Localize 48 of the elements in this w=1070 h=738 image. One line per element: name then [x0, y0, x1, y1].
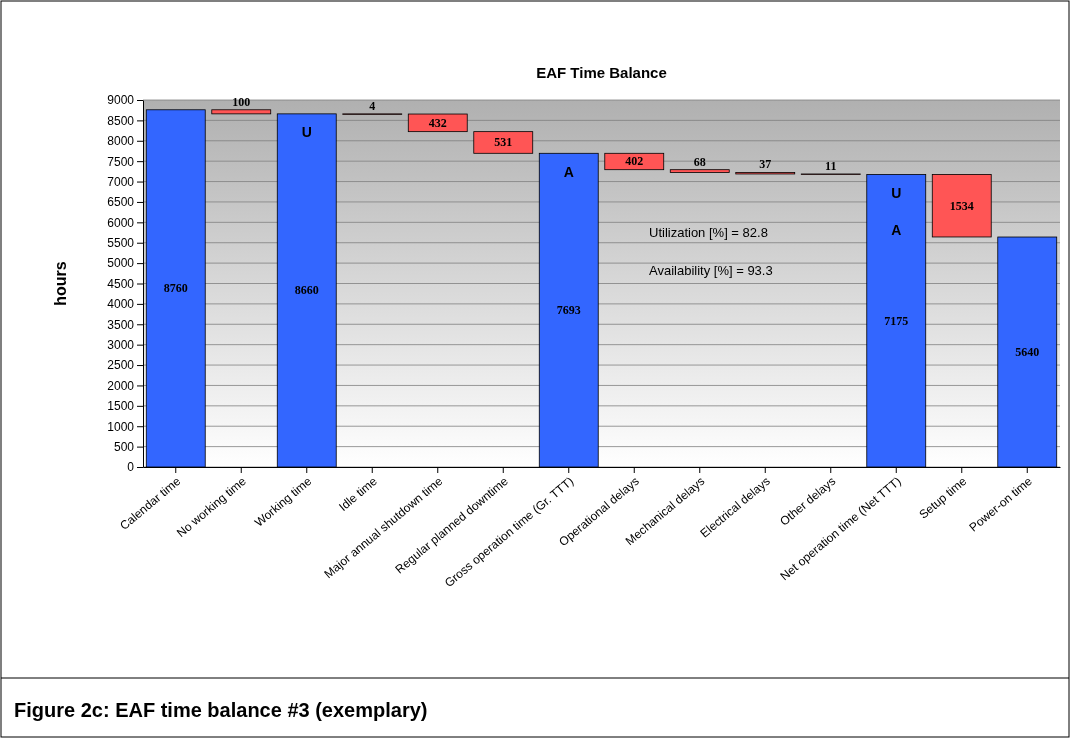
annotation: Availability [%] = 93.3: [649, 263, 773, 278]
y-tick-label: 2500: [107, 358, 135, 373]
y-tick-label: 4500: [107, 276, 135, 291]
y-axis-title: hours: [52, 261, 69, 306]
caption: Figure 2c: EAF time balance #3 (exemplary): [14, 699, 428, 721]
data-label: 7693: [556, 303, 581, 318]
data-label: 8760: [163, 281, 188, 296]
data-label: 4: [369, 98, 376, 113]
y-tick-label: 4000: [107, 297, 135, 312]
y-tick-label: 0: [127, 460, 135, 475]
data-label: 11: [825, 158, 837, 173]
bar: [211, 109, 272, 115]
annotation: Utilization [%] = 82.8: [649, 225, 768, 240]
y-tick-label: 6500: [107, 195, 135, 210]
y-tick-label: 2000: [107, 378, 135, 393]
data-label: 37: [759, 157, 772, 172]
y-tick-label: 1000: [107, 419, 135, 434]
data-label: 1534: [949, 198, 974, 213]
y-tick-label: 6000: [107, 215, 135, 230]
y-tick-label: 3000: [107, 338, 135, 353]
y-tick-label: 5000: [107, 256, 135, 271]
annotation: U: [891, 184, 902, 201]
y-tick-label: 7500: [107, 154, 135, 169]
x-tick-label: Idle time: [336, 473, 381, 514]
annotation: A: [563, 164, 574, 181]
y-tick-label: 500: [113, 439, 135, 454]
y-tick-label: 5500: [107, 236, 135, 251]
y-tick-label: 9000: [107, 93, 135, 108]
data-label: 8660: [294, 283, 319, 298]
y-tick-label: 3500: [107, 317, 135, 332]
bar: [669, 169, 730, 173]
data-label: 100: [232, 94, 251, 109]
bar: [931, 174, 992, 238]
data-label: 68: [693, 154, 706, 169]
data-label: 7175: [884, 313, 909, 328]
y-tick-label: 8000: [107, 134, 135, 149]
annotation: A: [891, 221, 902, 238]
data-label: 402: [625, 154, 644, 169]
data-label: 432: [428, 115, 447, 130]
y-tick-label: 1500: [107, 399, 135, 414]
bar: [473, 131, 534, 154]
data-label: 531: [494, 135, 513, 150]
y-tick-label: 7000: [107, 174, 135, 189]
y-tick-label: 8500: [107, 113, 135, 128]
chart-title: EAF Time Balance: [536, 64, 667, 81]
bar: [407, 113, 468, 133]
data-label: 5640: [1015, 345, 1040, 360]
annotation: U: [301, 123, 312, 140]
